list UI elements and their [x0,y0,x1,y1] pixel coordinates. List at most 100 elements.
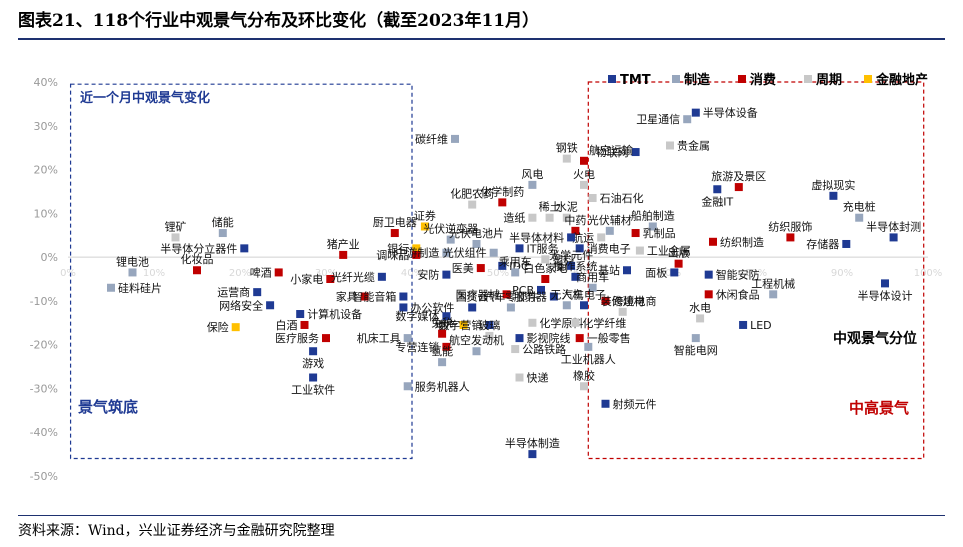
point-label: 光伏电池片 [449,226,504,240]
data-point [485,320,494,329]
point-label: 医疗器械 [456,287,500,301]
point-label: 航运 [572,230,594,244]
point-label: 造纸 [503,211,525,225]
data-point [575,244,584,253]
data-point [537,285,545,294]
point-label: 虚拟现实 [811,178,855,192]
data-point [274,268,283,277]
data-point [855,213,864,222]
point-label: 金融IT [701,194,733,208]
data-point [412,250,421,259]
point-label: 装修建材 [601,294,645,308]
point-label: 航空发动机 [449,333,504,347]
point-label: 氢能 [431,344,453,358]
data-point [485,331,494,340]
data-point [829,191,838,200]
point-label: 锂矿 [165,219,187,233]
point-label: 商用车 [576,270,609,284]
point-label: 化肥农药 [450,187,494,201]
data-point [545,213,554,222]
data-point [597,233,606,242]
data-point [683,115,692,124]
data-point [339,250,348,259]
point-label: 猪产业 [327,237,360,251]
point-label: 半导体材料 [509,230,564,244]
data-point [231,323,240,332]
point-label: 水泥 [556,201,578,214]
data-point [360,292,369,301]
point-label: 火电 [573,168,595,181]
data-point [506,303,515,312]
data-point [511,345,520,354]
x-tick-label: 20% [229,268,251,279]
point-label: 硅料硅片 [118,281,162,295]
y-tick-label: -20% [30,339,58,352]
point-label: 光伏逆变器 [423,222,478,236]
data-point [498,261,507,270]
data-point [528,318,537,327]
data-point [472,347,481,356]
point-label: PCB [512,284,534,297]
data-point [734,183,743,192]
data-point [240,244,249,253]
data-point [399,292,408,301]
point-label: 风电 [521,168,543,181]
x-tick-label: 90% [831,268,853,279]
box-label-bottoming: 景气筑底 [78,398,138,416]
figure-title: 图表21、118个行业中观景气分布及环比变化（截至2023年11月） [18,11,540,31]
data-point [769,290,778,299]
point-label: 工业金属 [647,244,691,258]
x-tick-label: 50% [487,268,509,279]
point-label: 化妆品 [181,252,214,266]
data-point [786,233,795,242]
data-point [562,213,571,222]
point-label: 跨境电商 [613,294,657,308]
data-point [412,244,421,253]
data-point [631,229,640,238]
y-tick-label: 30% [34,120,58,133]
data-point [691,108,700,117]
point-label: 存储器 [806,237,839,251]
x-tick-label: 0% [60,268,76,279]
data-point [107,283,115,292]
point-label: 小家电 [290,272,323,286]
y-tick-label: -40% [30,426,58,439]
point-label: 半导体设计 [858,288,913,302]
data-point [588,283,597,292]
point-label: 水电 [689,301,711,314]
point-label: 白色家电 [523,261,567,275]
point-label: 数字营销 [438,318,482,332]
data-point [528,213,537,222]
point-label: 石油石化 [600,191,644,205]
data-point [442,312,451,321]
data-point [322,334,330,343]
data-point [889,233,898,242]
point-label: 锂电池 [116,254,149,268]
point-label: 啤酒 [250,265,272,279]
data-point [567,261,576,270]
point-label: 一般零售 [587,331,631,345]
point-label: 中药 [564,214,586,227]
point-label: 白酒 [276,318,298,332]
data-point [601,399,610,408]
x-tick-label: 80% [745,268,767,279]
y-tick-label: 20% [34,164,58,177]
data-point [601,296,610,305]
point-label: 工业软件 [291,383,335,397]
data-point [489,248,498,257]
point-label: 玻璃 [478,318,500,332]
data-point [541,255,550,264]
legend-label: 制造 [684,72,711,88]
point-label: 机床工具 [357,331,401,345]
point-label: 半导体封测 [866,219,921,233]
point-label: 医疗服务 [275,331,319,345]
box-left-bottom [69,83,413,460]
point-label: 证券 [414,208,436,222]
data-point [691,334,700,343]
data-point [420,222,429,231]
data-point [403,334,412,343]
legend-marker [804,75,812,83]
box-right-high [587,81,925,460]
data-point [502,290,511,299]
point-label: 工程机械 [751,276,795,290]
